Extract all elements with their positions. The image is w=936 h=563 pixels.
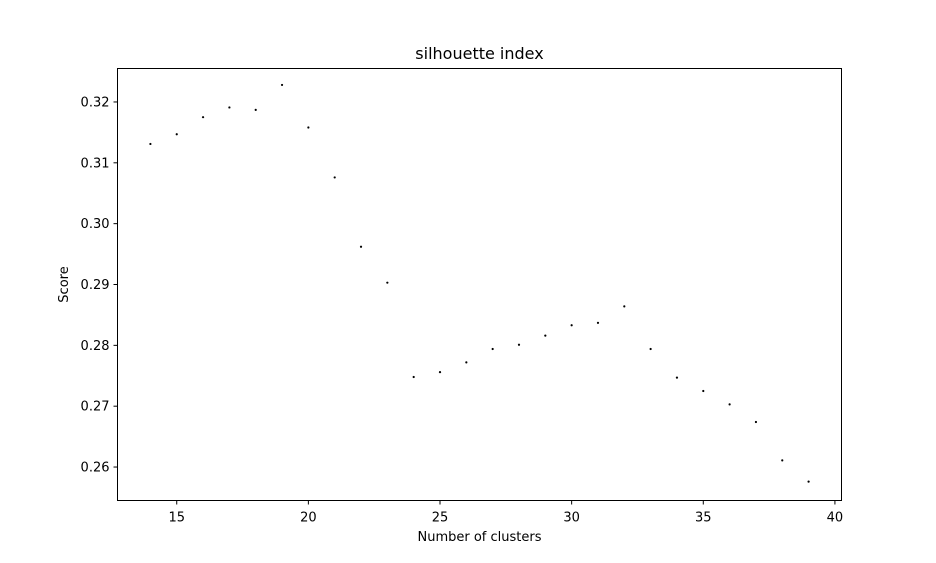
data-point bbox=[675, 376, 679, 379]
data-point bbox=[254, 108, 257, 111]
y-axis-label: Score bbox=[57, 266, 72, 302]
x-axis: 15 20 25 30 35 40 bbox=[168, 500, 844, 526]
data-point bbox=[807, 480, 810, 483]
data-point bbox=[623, 305, 626, 308]
data-point bbox=[570, 324, 573, 327]
y-tick-label: 0.29 bbox=[81, 278, 110, 293]
data-point bbox=[359, 245, 363, 248]
data-point bbox=[386, 281, 389, 284]
data-point bbox=[333, 176, 336, 179]
data-point bbox=[228, 106, 231, 109]
data-point bbox=[280, 83, 284, 87]
x-axis-label: Number of clusters bbox=[417, 530, 541, 545]
x-tick-label: 15 bbox=[168, 511, 185, 526]
data-point bbox=[201, 116, 205, 119]
data-point bbox=[544, 334, 547, 337]
plot-points bbox=[149, 83, 810, 483]
data-point bbox=[781, 459, 784, 462]
x-tick-label: 30 bbox=[563, 511, 580, 526]
plot-frame bbox=[117, 68, 842, 501]
y-tick-label: 0.28 bbox=[81, 339, 110, 354]
data-point bbox=[702, 389, 705, 393]
y-tick-label: 0.26 bbox=[81, 461, 110, 476]
data-point bbox=[149, 142, 152, 146]
data-point bbox=[596, 321, 600, 324]
y-axis: 0.26 0.27 0.28 0.29 0.30 0.31 0.32 bbox=[81, 95, 118, 476]
x-tick-label: 25 bbox=[432, 511, 449, 526]
data-point bbox=[465, 361, 468, 364]
y-tick-label: 0.27 bbox=[81, 400, 110, 415]
chart-title: silhouette index bbox=[415, 44, 543, 63]
data-point bbox=[491, 347, 494, 351]
x-tick-label: 40 bbox=[827, 511, 844, 526]
data-point bbox=[307, 126, 310, 129]
data-point bbox=[438, 371, 442, 374]
y-tick-label: 0.30 bbox=[81, 217, 110, 232]
data-point bbox=[517, 343, 521, 346]
data-point bbox=[754, 420, 758, 424]
x-tick-label: 20 bbox=[300, 511, 317, 526]
data-point bbox=[728, 403, 731, 406]
y-tick-label: 0.31 bbox=[81, 156, 110, 171]
y-tick-label: 0.32 bbox=[81, 95, 110, 110]
x-tick-label: 35 bbox=[695, 511, 712, 526]
data-point bbox=[412, 375, 415, 379]
data-point bbox=[175, 133, 178, 136]
data-point bbox=[649, 347, 652, 351]
